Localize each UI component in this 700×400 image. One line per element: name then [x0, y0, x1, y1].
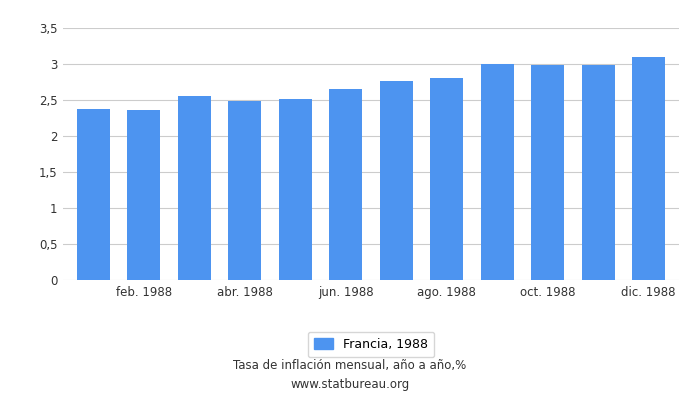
- Bar: [228, 102, 261, 280]
- Bar: [430, 78, 463, 280]
- Bar: [127, 110, 160, 280]
- Bar: [77, 109, 110, 280]
- Bar: [279, 98, 312, 280]
- Legend: Francia, 1988: Francia, 1988: [308, 332, 434, 357]
- Bar: [582, 65, 615, 280]
- Text: www.statbureau.org: www.statbureau.org: [290, 378, 410, 391]
- Text: Tasa de inflación mensual, año a año,%: Tasa de inflación mensual, año a año,%: [233, 360, 467, 372]
- Bar: [380, 81, 413, 280]
- Bar: [632, 57, 665, 280]
- Bar: [531, 65, 564, 280]
- Bar: [481, 64, 514, 280]
- Bar: [178, 96, 211, 280]
- Bar: [329, 89, 362, 280]
